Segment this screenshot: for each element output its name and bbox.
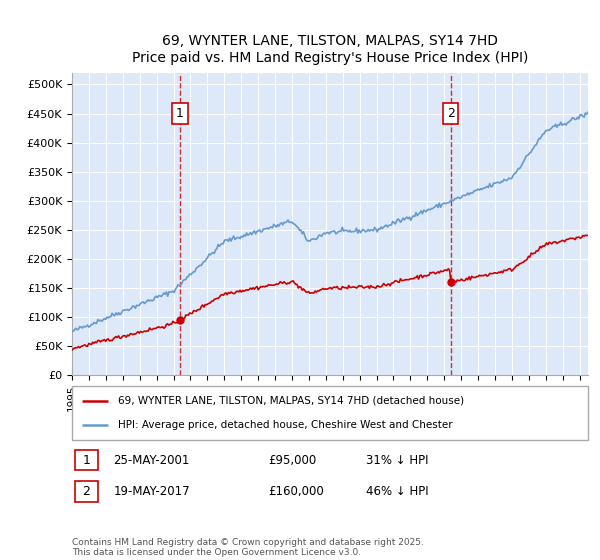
- Text: 31% ↓ HPI: 31% ↓ HPI: [366, 454, 428, 466]
- Text: 1: 1: [176, 107, 184, 120]
- Text: 2: 2: [446, 107, 455, 120]
- Text: £160,000: £160,000: [268, 485, 324, 498]
- Text: 25-MAY-2001: 25-MAY-2001: [113, 454, 190, 466]
- Text: Contains HM Land Registry data © Crown copyright and database right 2025.
This d: Contains HM Land Registry data © Crown c…: [72, 538, 424, 557]
- Text: 1: 1: [82, 454, 90, 466]
- Text: 69, WYNTER LANE, TILSTON, MALPAS, SY14 7HD (detached house): 69, WYNTER LANE, TILSTON, MALPAS, SY14 7…: [118, 396, 464, 406]
- Text: 46% ↓ HPI: 46% ↓ HPI: [366, 485, 429, 498]
- Bar: [74, 481, 98, 502]
- Text: 19-MAY-2017: 19-MAY-2017: [113, 485, 190, 498]
- Text: £95,000: £95,000: [268, 454, 316, 466]
- Text: HPI: Average price, detached house, Cheshire West and Chester: HPI: Average price, detached house, Ches…: [118, 420, 453, 430]
- Title: 69, WYNTER LANE, TILSTON, MALPAS, SY14 7HD
Price paid vs. HM Land Registry's Hou: 69, WYNTER LANE, TILSTON, MALPAS, SY14 7…: [132, 35, 528, 65]
- Text: 2: 2: [82, 485, 90, 498]
- Bar: [74, 450, 98, 470]
